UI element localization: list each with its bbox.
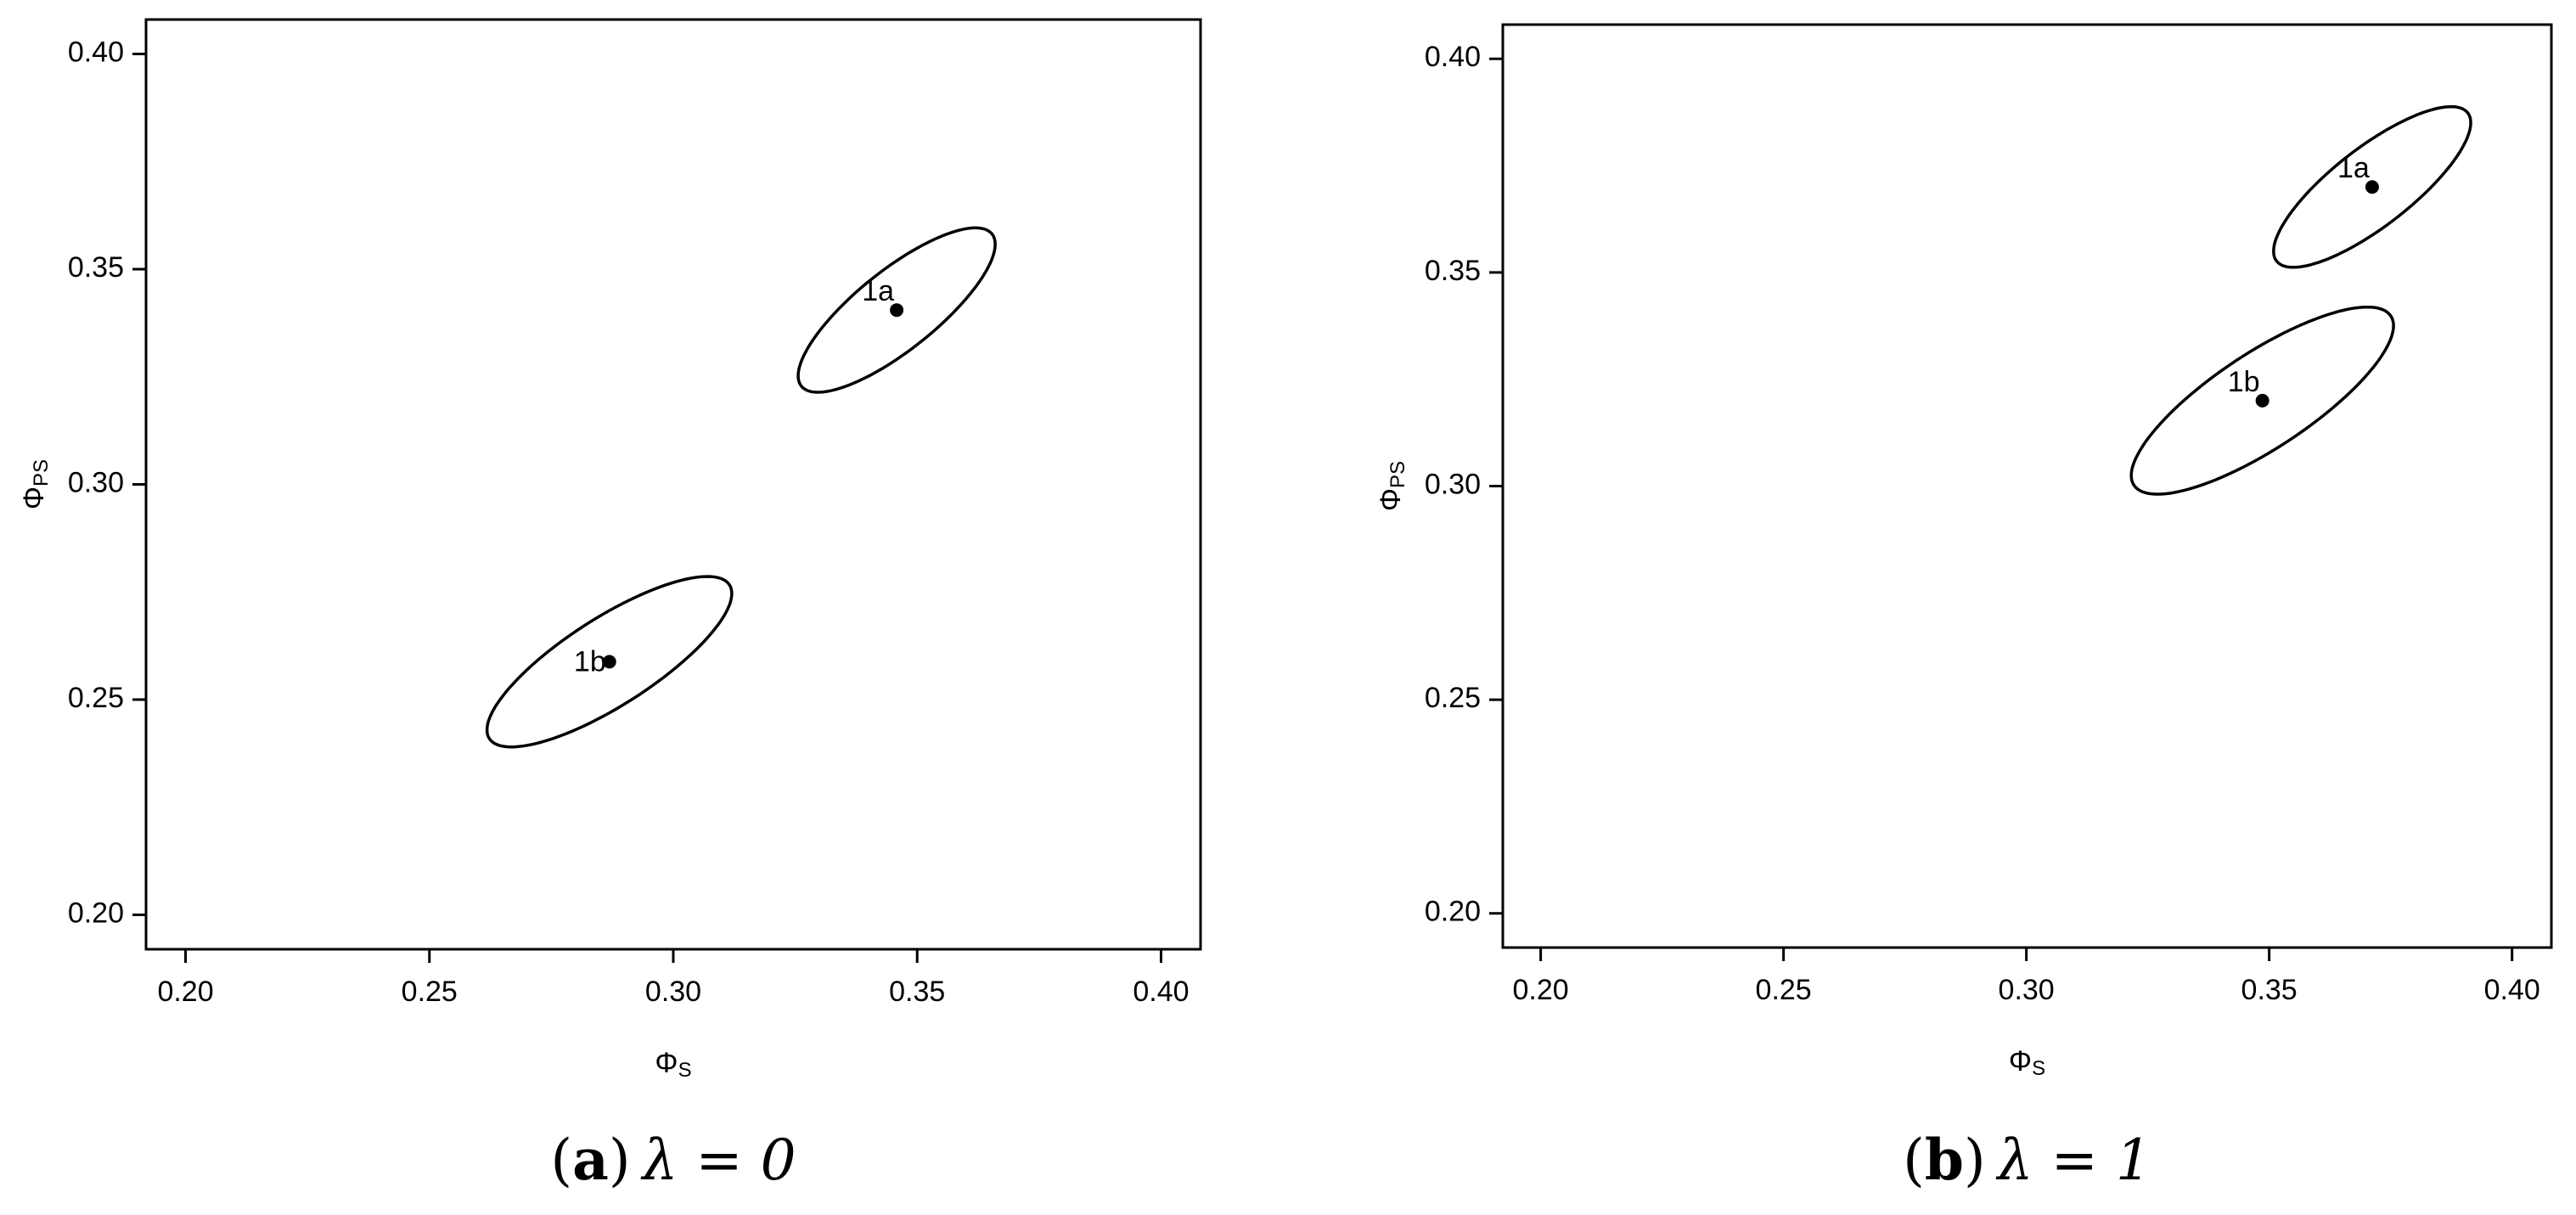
y-label-subscript: PS	[30, 459, 53, 487]
x-tick-label: 0.35	[889, 976, 945, 1008]
y-label-symbol: Φ	[1375, 488, 1407, 511]
x-tick-label: 0.40	[2484, 974, 2540, 1006]
caption-tag: b	[1925, 1127, 1964, 1193]
caption-close: )	[609, 1128, 631, 1193]
plot-frame	[144, 18, 1202, 951]
x-tick-label: 0.30	[645, 976, 701, 1008]
caption-open: (	[1903, 1128, 1925, 1193]
x-tick-label: 0.25	[402, 976, 458, 1008]
x-tick-label: 0.20	[1513, 974, 1569, 1006]
x-tick-label: 0.30	[1999, 974, 2055, 1006]
x-label-subscript: S	[678, 1059, 692, 1082]
point-label: 1a	[862, 275, 894, 307]
x-tick-label: 0.40	[1133, 976, 1189, 1008]
y-tick-label: 0.35	[1425, 255, 1481, 287]
y-tick-label: 0.35	[68, 251, 124, 284]
point	[890, 303, 904, 318]
plot-frame	[1501, 23, 2553, 949]
x-label-subscript: S	[2032, 1057, 2045, 1080]
point-label: 1a	[2337, 152, 2370, 184]
point	[2255, 393, 2269, 408]
caption-text: λ = 0	[640, 1128, 796, 1193]
y-label-symbol: Φ	[18, 487, 50, 509]
caption: (b) λ = 1	[1903, 1127, 2151, 1193]
y-tick-label: 0.20	[68, 897, 124, 929]
caption-tag: a	[572, 1127, 609, 1193]
caption: (a) λ = 0	[550, 1127, 796, 1193]
y-label-subscript: PS	[1386, 461, 1409, 488]
confidence-ellipse	[2129, 305, 2395, 496]
point-label: 1b	[2228, 366, 2260, 398]
caption-open: (	[550, 1128, 572, 1193]
y-axis-label: ΦPS	[18, 459, 53, 509]
x-tick-label: 0.20	[157, 976, 213, 1008]
confidence-ellipse	[796, 226, 997, 394]
y-tick-label: 0.30	[68, 466, 124, 498]
x-label-symbol: Φ	[655, 1047, 678, 1079]
x-tick-label: 0.25	[1756, 974, 1812, 1006]
y-tick-label: 0.25	[1425, 682, 1481, 714]
x-axis-label: ΦS	[2009, 1045, 2045, 1080]
y-tick-label: 0.40	[68, 37, 124, 69]
y-tick-label: 0.30	[1425, 468, 1481, 500]
point	[602, 655, 616, 669]
x-tick-label: 0.35	[2241, 974, 2298, 1006]
y-tick-label: 0.25	[68, 682, 124, 714]
y-tick-label: 0.20	[1425, 896, 1481, 928]
x-axis-label: ΦS	[655, 1047, 691, 1082]
caption-close: )	[1964, 1128, 1986, 1193]
caption-text: λ = 1	[1995, 1128, 2151, 1193]
y-tick-label: 0.40	[1425, 41, 1481, 73]
point-label: 1b	[574, 645, 606, 678]
point	[2365, 180, 2379, 194]
confidence-ellipse	[2272, 104, 2472, 269]
x-label-symbol: Φ	[2009, 1045, 2032, 1077]
y-axis-label: ΦPS	[1375, 461, 1409, 511]
confidence-ellipse	[485, 575, 734, 749]
